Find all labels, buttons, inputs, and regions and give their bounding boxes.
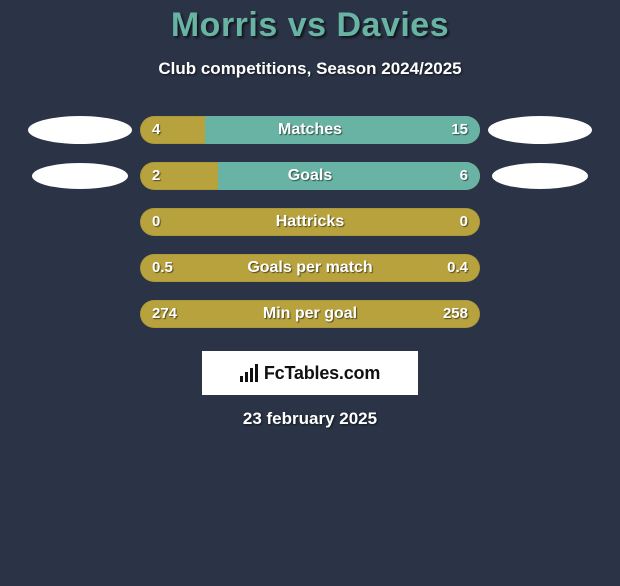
bar-chart-icon-bar bbox=[255, 364, 258, 382]
brand-box: FcTables.com bbox=[202, 351, 418, 395]
stats-container: 415Matches 26Goals 00Hattricks 0.50.4Goals … bbox=[0, 107, 620, 337]
page-title: Morris vs Davies bbox=[0, 6, 620, 45]
right-badge-slot bbox=[480, 163, 600, 189]
date-text: 23 february 2025 bbox=[0, 409, 620, 429]
stat-row: 00Hattricks bbox=[0, 199, 620, 245]
stat-bar: 274258Min per goal bbox=[140, 300, 480, 328]
stat-bar: 26Goals bbox=[140, 162, 480, 190]
stat-label: Min per goal bbox=[140, 300, 480, 328]
team-badge-right bbox=[492, 163, 588, 189]
stat-bar: 00Hattricks bbox=[140, 208, 480, 236]
stat-label: Matches bbox=[140, 116, 480, 144]
left-badge-slot bbox=[20, 116, 140, 144]
left-badge-slot bbox=[20, 163, 140, 189]
bar-chart-icon-bar bbox=[245, 372, 248, 382]
stat-row: 26Goals bbox=[0, 153, 620, 199]
subtitle: Club competitions, Season 2024/2025 bbox=[0, 59, 620, 79]
team-badge-left bbox=[28, 116, 132, 144]
team-badge-right bbox=[488, 116, 592, 144]
brand-text: FcTables.com bbox=[264, 363, 380, 384]
stat-row: 415Matches bbox=[0, 107, 620, 153]
bar-chart-icon-bar bbox=[250, 368, 253, 382]
bar-chart-icon bbox=[240, 364, 258, 382]
stat-bar: 415Matches bbox=[140, 116, 480, 144]
stat-row: 274258Min per goal bbox=[0, 291, 620, 337]
right-badge-slot bbox=[480, 116, 600, 144]
stat-bar: 0.50.4Goals per match bbox=[140, 254, 480, 282]
stat-row: 0.50.4Goals per match bbox=[0, 245, 620, 291]
stat-label: Goals per match bbox=[140, 254, 480, 282]
team-badge-left bbox=[32, 163, 128, 189]
stat-label: Goals bbox=[140, 162, 480, 190]
stat-label: Hattricks bbox=[140, 208, 480, 236]
